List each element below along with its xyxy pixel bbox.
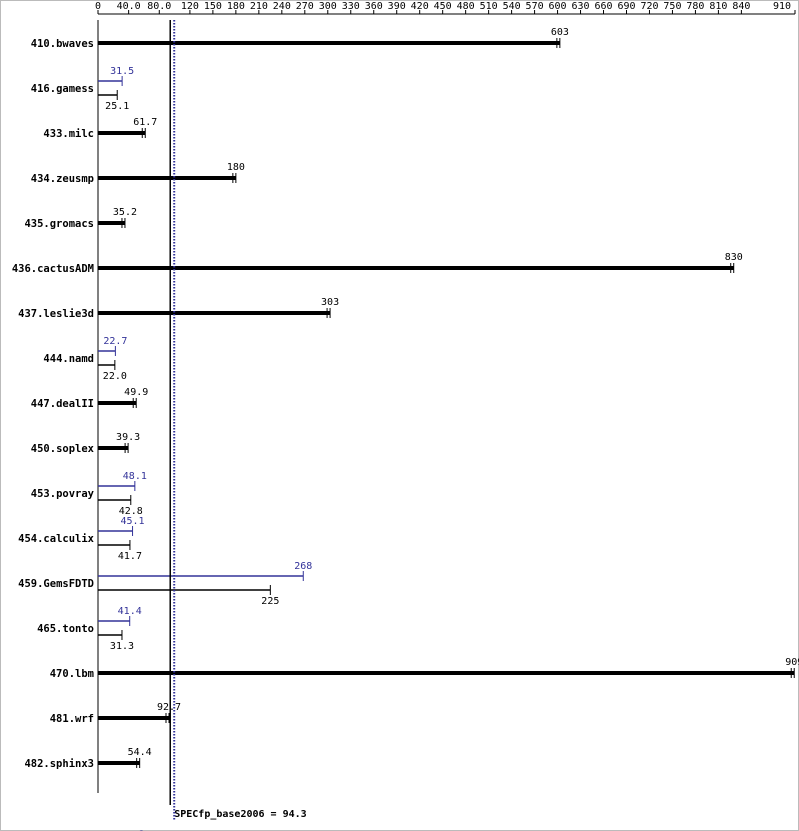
- x-tick-label: 690: [617, 1, 635, 12]
- value-label: 830: [725, 252, 743, 263]
- x-tick-label: 0: [95, 1, 101, 12]
- x-tick-label: 600: [549, 1, 567, 12]
- x-tick-label: 780: [686, 1, 704, 12]
- x-tick-label: 480: [457, 1, 475, 12]
- value-label: 303: [321, 297, 339, 308]
- x-tick-label: 80.0: [147, 1, 171, 12]
- value-label: 39.3: [116, 432, 140, 443]
- category-label: 434.zeusmp: [31, 173, 94, 185]
- category-label: 435.gromacs: [24, 218, 94, 230]
- x-tick-label: 660: [594, 1, 612, 12]
- category-label: 459.GemsFDTD: [18, 578, 94, 590]
- value-label: 41.4: [118, 606, 142, 617]
- category-label: 436.cactusADM: [12, 263, 94, 275]
- value-label: 22.7: [103, 336, 127, 347]
- category-label: 444.namd: [43, 353, 94, 365]
- value-label: 225: [261, 596, 279, 607]
- x-tick-label: 300: [319, 1, 337, 12]
- category-label: 416.gamess: [31, 83, 94, 95]
- value-label: 49.9: [124, 387, 148, 398]
- x-tick-label: 330: [342, 1, 360, 12]
- x-tick-label: 810: [709, 1, 727, 12]
- x-tick-label: 180: [227, 1, 245, 12]
- x-tick-label: 450: [434, 1, 452, 12]
- x-tick-label: 840: [732, 1, 750, 12]
- x-tick-label: 910: [773, 1, 791, 12]
- category-label: 465.tonto: [37, 623, 94, 635]
- value-label: 180: [227, 162, 245, 173]
- x-tick-label: 360: [365, 1, 383, 12]
- value-label: 31.5: [110, 66, 134, 77]
- value-label: 22.0: [103, 371, 127, 382]
- x-tick-label: 510: [480, 1, 498, 12]
- category-label: 410.bwaves: [31, 38, 94, 50]
- value-label: 31.3: [110, 641, 134, 652]
- x-tick-label: 750: [663, 1, 681, 12]
- x-tick-label: 210: [250, 1, 268, 12]
- value-label: 42.8: [119, 506, 143, 517]
- value-label: 41.7: [118, 551, 142, 562]
- value-label: 54.4: [128, 747, 152, 758]
- category-label: 470.lbm: [50, 668, 94, 680]
- x-tick-label: 150: [204, 1, 222, 12]
- x-tick-label: 570: [526, 1, 544, 12]
- category-label: 481.wrf: [50, 713, 94, 725]
- category-label: 437.leslie3d: [18, 308, 94, 320]
- category-label: 482.sphinx3: [24, 758, 94, 770]
- x-tick-label: 240: [273, 1, 291, 12]
- x-tick-label: 390: [388, 1, 406, 12]
- value-label: 909: [785, 657, 799, 668]
- reference-label: SPECfp_base2006 = 94.3: [174, 809, 306, 820]
- category-label: 433.milc: [43, 128, 94, 140]
- value-label: 61.7: [133, 117, 157, 128]
- x-tick-label: 420: [411, 1, 429, 12]
- x-tick-label: 630: [572, 1, 590, 12]
- x-tick-label: 40.0: [117, 1, 141, 12]
- value-label: 92.7: [157, 702, 181, 713]
- value-label: 25.1: [105, 101, 129, 112]
- category-label: 454.calculix: [18, 533, 95, 545]
- value-label: 48.1: [123, 471, 147, 482]
- x-tick-label: 540: [503, 1, 521, 12]
- category-label: 450.soplex: [31, 443, 95, 455]
- value-label: 268: [294, 561, 312, 572]
- value-label: 603: [551, 27, 569, 38]
- category-label: 453.povray: [31, 488, 95, 500]
- x-tick-label: 720: [640, 1, 658, 12]
- x-tick-label: 270: [296, 1, 314, 12]
- category-label: 447.dealII: [31, 398, 94, 410]
- x-tick-label: 120: [181, 1, 199, 12]
- value-label: 45.1: [120, 516, 144, 527]
- value-label: 35.2: [113, 207, 137, 218]
